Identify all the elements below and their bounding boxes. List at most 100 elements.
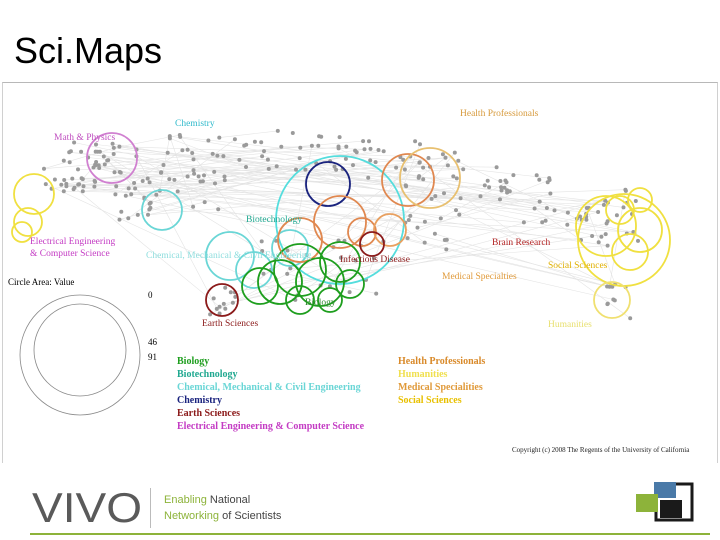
label-chemical: Chemical, Mechanical & Civil Engineering	[146, 251, 312, 261]
network-edge	[192, 152, 535, 209]
node-dot	[368, 158, 373, 163]
node-dot	[621, 205, 626, 210]
node-dot	[62, 178, 67, 182]
node-dot	[110, 141, 115, 146]
node-dot	[504, 180, 509, 185]
node-dot	[552, 208, 557, 213]
node-dot	[499, 185, 504, 190]
node-dot	[440, 152, 445, 157]
node-dot	[102, 162, 107, 167]
node-dot	[117, 217, 122, 222]
node-dot	[132, 181, 137, 185]
node-dot	[214, 306, 219, 311]
node-dot	[461, 167, 466, 172]
node-dot	[111, 145, 116, 150]
node-dot	[72, 140, 77, 145]
node-dot	[433, 194, 438, 199]
node-dot	[478, 194, 483, 199]
network-edge	[125, 195, 339, 241]
node-dot	[94, 160, 99, 164]
node-dot	[596, 210, 601, 214]
network-edge	[320, 211, 599, 286]
network-edge	[147, 201, 205, 216]
network-edge	[442, 154, 578, 219]
network-edge	[383, 152, 456, 242]
node-dot	[442, 191, 446, 196]
network-edge	[435, 189, 626, 197]
svg-text:VIVO: VIVO	[32, 486, 142, 526]
legend-left: Biology Biotechnology Chemical, Mechanical…	[177, 356, 365, 432]
size-legend-value-0: 0	[148, 290, 153, 300]
node-dot	[177, 133, 182, 137]
size-legend-circle-mid	[33, 303, 127, 397]
node-dot	[544, 206, 549, 210]
node-dot	[547, 176, 552, 181]
node-dot	[426, 156, 431, 160]
node-dot	[43, 182, 48, 187]
node-dot	[347, 290, 352, 295]
network-edge	[177, 191, 436, 197]
cluster-circle	[319, 241, 361, 283]
node-dot	[147, 180, 152, 185]
label-humanities: Humanities	[548, 320, 592, 330]
node-dot	[636, 238, 640, 243]
node-dot	[159, 170, 164, 175]
cluster-circle	[593, 281, 631, 319]
node-dot	[133, 186, 138, 191]
network-edge	[212, 140, 364, 155]
node-dot	[336, 146, 341, 151]
network-edge	[180, 136, 550, 179]
network-edge	[224, 180, 411, 217]
node-dot	[230, 300, 235, 305]
node-dot	[123, 193, 128, 198]
node-dot	[92, 178, 97, 183]
network-edge	[106, 160, 151, 203]
label-math-physics: Math & Physics	[54, 133, 116, 143]
node-dot	[165, 150, 170, 155]
node-dot	[537, 177, 542, 182]
node-dot	[485, 178, 490, 183]
node-dot	[590, 234, 595, 238]
node-dot	[212, 169, 217, 174]
node-dot	[211, 296, 216, 301]
cluster-circle	[205, 283, 239, 317]
node-dot	[408, 213, 413, 218]
node-dot	[216, 207, 221, 212]
node-dot	[368, 146, 373, 151]
node-dot	[154, 192, 159, 197]
node-dot	[67, 160, 72, 165]
network-edge	[74, 187, 220, 307]
node-dot	[70, 176, 75, 181]
cluster-circle	[13, 207, 43, 237]
node-dot	[444, 237, 449, 242]
size-legend-value-46: 46	[148, 337, 158, 347]
node-dot	[338, 255, 343, 260]
cluster-circle	[359, 231, 385, 257]
cluster-circle	[627, 187, 653, 213]
node-dot	[285, 271, 290, 276]
cluster-circle	[305, 161, 351, 207]
network-edge	[534, 208, 582, 241]
legend-item: Biology	[177, 356, 209, 367]
legend-item: Medical Specialities	[398, 382, 483, 393]
node-dot	[603, 198, 608, 203]
node-dot	[351, 163, 355, 168]
legend-item: Social Sciences	[398, 395, 462, 406]
network-edge	[434, 233, 608, 287]
node-dot	[237, 157, 242, 162]
tagline-line-1: Enabling National	[164, 494, 251, 506]
network-edge	[93, 167, 608, 287]
node-dot	[259, 239, 264, 244]
node-dot	[454, 176, 459, 181]
node-dot	[417, 160, 422, 165]
network-edge	[235, 161, 420, 298]
legend-right: Health Professionals Humanities Medical Sp…	[398, 356, 485, 406]
node-dot	[309, 143, 314, 148]
size-legend-title: Circle Area: Value	[8, 277, 74, 287]
node-dot	[114, 184, 119, 189]
node-dot	[221, 154, 226, 159]
node-dot	[502, 185, 507, 190]
node-dot	[80, 189, 85, 194]
node-dot	[545, 180, 550, 185]
node-dot	[172, 177, 177, 182]
